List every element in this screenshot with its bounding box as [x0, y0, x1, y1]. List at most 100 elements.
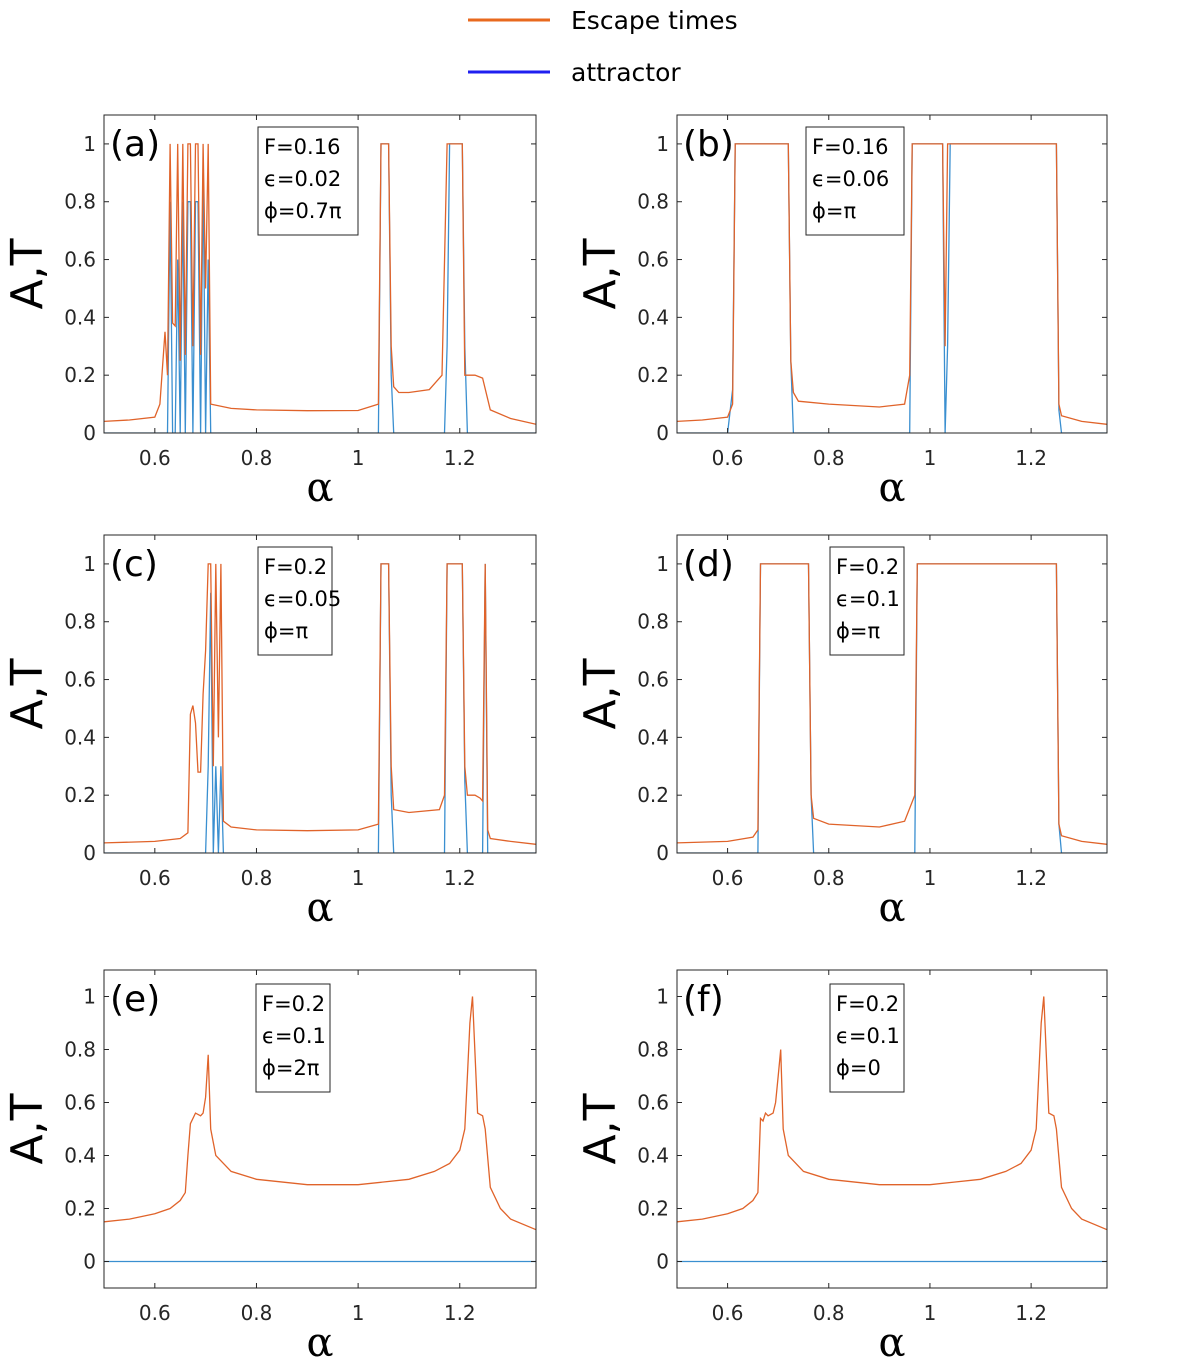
parameter-text: ϵ=0.05 [264, 587, 341, 611]
parameter-text: F=0.16 [264, 135, 340, 159]
x-tick-label: 0.8 [241, 1301, 273, 1325]
y-tick-label: 0.4 [64, 305, 96, 329]
y-tick-label: 0.8 [64, 190, 96, 214]
y-tick-label: 0.6 [64, 1091, 96, 1115]
panel-label: (d) [683, 544, 734, 585]
y-axis-label: A,T [2, 1093, 53, 1164]
parameter-text: ϵ=0.02 [264, 167, 341, 191]
x-tick-label: 0.8 [813, 446, 845, 470]
axes-frame [676, 969, 1108, 1289]
y-tick-label: 0.4 [637, 1144, 669, 1168]
y-tick-label: 1 [83, 985, 96, 1009]
axes-frame [103, 114, 537, 434]
legend-escape-label: Escape times [571, 6, 738, 35]
y-tick-label: 0.6 [637, 1091, 669, 1115]
parameter-text: F=0.2 [262, 992, 325, 1016]
panel-label: (f) [683, 979, 724, 1020]
y-tick-label: 0.2 [64, 363, 96, 387]
x-tick-label: 0.6 [139, 446, 171, 470]
parameter-box [257, 546, 333, 656]
parameter-text: ϵ=0.06 [812, 167, 889, 191]
parameter-box [257, 126, 359, 236]
parameter-text: ϵ=0.1 [836, 587, 900, 611]
x-tick-label: 0.6 [712, 1301, 744, 1325]
y-tick-label: 0.6 [637, 668, 669, 692]
escape-times-line [677, 996, 1107, 1231]
y-tick-label: 1 [656, 985, 669, 1009]
x-tick-label: 1 [352, 446, 365, 470]
axes-frame [676, 534, 1108, 854]
x-tick-label: 1.2 [444, 446, 476, 470]
panel-label: (c) [110, 544, 158, 585]
y-tick-label: 0.2 [64, 1197, 96, 1221]
x-tick-label: 0.8 [813, 866, 845, 890]
parameter-text: ϕ=π [264, 619, 308, 643]
y-tick-label: 0.6 [64, 668, 96, 692]
y-tick-label: 0.4 [637, 305, 669, 329]
x-tick-label: 1 [924, 446, 937, 470]
parameter-box [829, 983, 905, 1093]
axes-frame [103, 534, 537, 854]
x-tick-label: 0.6 [139, 866, 171, 890]
x-axis-label: α [878, 1320, 905, 1361]
y-tick-label: 0 [83, 841, 96, 865]
parameter-text: ϕ=0 [836, 1056, 881, 1080]
y-axis-label: A,T [2, 658, 53, 729]
y-tick-label: 0 [656, 1250, 669, 1274]
y-axis-label: A,T [575, 238, 626, 309]
y-tick-label: 0 [83, 421, 96, 445]
escape-times-line [104, 996, 536, 1231]
x-tick-label: 1.2 [444, 866, 476, 890]
x-tick-label: 1 [352, 866, 365, 890]
y-tick-label: 0.8 [637, 610, 669, 634]
y-tick-label: 0.2 [637, 363, 669, 387]
x-tick-label: 0.6 [712, 446, 744, 470]
parameter-text: ϕ=π [812, 199, 856, 223]
y-tick-label: 0.4 [64, 725, 96, 749]
legend-attractor-label: attractor [571, 58, 681, 87]
x-tick-label: 1.2 [444, 1301, 476, 1325]
legend: Escape times attractor [468, 6, 738, 87]
y-tick-label: 0.8 [637, 1038, 669, 1062]
y-tick-label: 1 [656, 552, 669, 576]
escape-times-line [104, 143, 536, 425]
x-tick-label: 0.8 [241, 446, 273, 470]
x-tick-label: 1.2 [1015, 1301, 1047, 1325]
y-axis-label: A,T [575, 658, 626, 729]
y-axis-label: A,T [2, 238, 53, 309]
y-tick-label: 1 [656, 132, 669, 156]
panel-label: (a) [110, 124, 160, 165]
y-tick-label: 0.8 [64, 1038, 96, 1062]
escape-times-line [104, 563, 536, 845]
y-tick-label: 0.2 [637, 783, 669, 807]
parameter-text: F=0.16 [812, 135, 888, 159]
x-tick-label: 1 [924, 866, 937, 890]
x-tick-label: 1.2 [1015, 446, 1047, 470]
parameter-box [255, 983, 331, 1093]
y-tick-label: 0.2 [637, 1197, 669, 1221]
parameter-text: F=0.2 [264, 555, 327, 579]
y-tick-label: 0.8 [64, 610, 96, 634]
axes-frame [676, 114, 1108, 434]
y-tick-label: 1 [83, 132, 96, 156]
parameter-box [805, 126, 905, 236]
x-tick-label: 1.2 [1015, 866, 1047, 890]
x-tick-label: 0.8 [813, 1301, 845, 1325]
x-tick-label: 1 [924, 1301, 937, 1325]
y-axis-label: A,T [575, 1093, 626, 1164]
escape-times-line [677, 563, 1107, 845]
parameter-text: ϕ=π [836, 619, 880, 643]
parameter-text: ϵ=0.1 [836, 1024, 900, 1048]
y-tick-label: 0.8 [637, 190, 669, 214]
y-tick-label: 0.6 [64, 248, 96, 272]
y-tick-label: 0 [656, 841, 669, 865]
x-tick-label: 0.6 [712, 866, 744, 890]
x-tick-label: 0.8 [241, 866, 273, 890]
